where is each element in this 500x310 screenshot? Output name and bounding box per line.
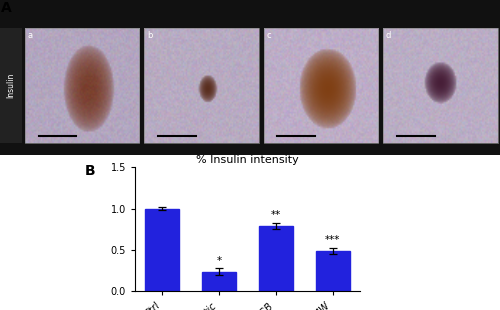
Bar [0, 28, 22, 143]
Bar [202, 272, 236, 291]
Bar [144, 28, 259, 143]
Text: Diabetic: Diabetic [183, 2, 220, 11]
Bar [316, 251, 350, 291]
Text: b: b [147, 31, 152, 40]
Text: B: B [85, 164, 96, 178]
Text: d: d [386, 31, 391, 40]
Text: a: a [28, 31, 32, 40]
Text: Diabetic+GB: Diabetic+GB [292, 2, 350, 11]
Text: c: c [266, 31, 271, 40]
Text: Insulin: Insulin [6, 73, 15, 98]
Bar [383, 28, 498, 143]
Bar [25, 28, 140, 143]
Text: *: * [216, 256, 222, 266]
Text: **: ** [271, 210, 281, 220]
Text: ***: *** [325, 235, 340, 245]
Text: A: A [1, 1, 12, 15]
Text: Diabetic+MW: Diabetic+MW [410, 2, 471, 11]
Text: Ctrl: Ctrl [74, 2, 90, 11]
Title: % Insulin intensity: % Insulin intensity [196, 155, 299, 165]
Bar [145, 209, 180, 291]
Bar [259, 226, 293, 291]
Bar [264, 28, 378, 143]
